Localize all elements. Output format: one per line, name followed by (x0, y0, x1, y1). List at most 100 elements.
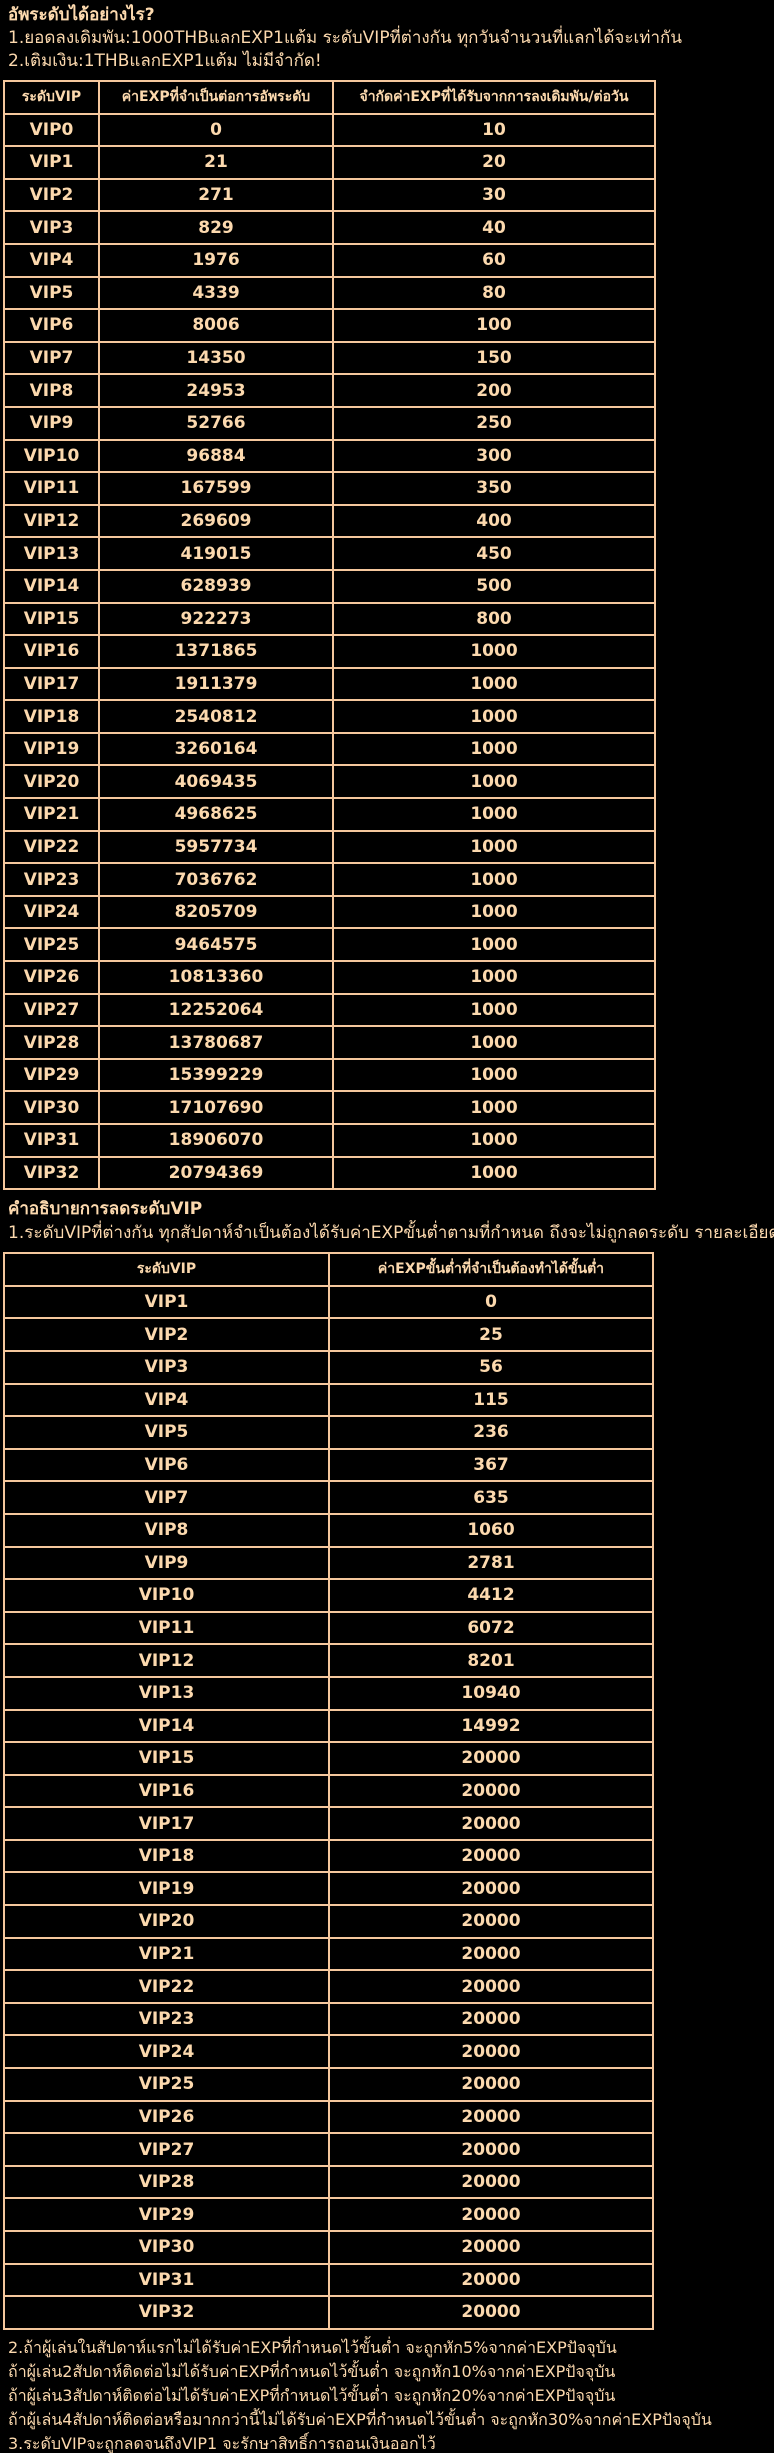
table-row: VIP28 13780687 1000 (3, 1025, 656, 1060)
table-cell: 1976 (98, 242, 334, 278)
table-row: VIP31 18906070 1000 (3, 1123, 656, 1158)
table-row: VIP7 14350 150 (3, 340, 656, 376)
table-cell: VIP18 (3, 699, 100, 734)
table-cell: VIP30 (3, 2230, 330, 2265)
table-row: VIP24 8205709 1000 (3, 894, 656, 930)
table-cell: VIP1 (3, 145, 100, 180)
table-cell: 4968625 (98, 797, 334, 832)
table-cell: 115 (328, 1382, 654, 1418)
table-row: VIP30 20000 (3, 2230, 654, 2265)
table-cell: VIP22 (3, 829, 100, 865)
table-cell: 1000 (332, 829, 656, 865)
table-cell: VIP32 (3, 1155, 100, 1191)
footer-line-5: 3.ระดับVIPจะถูกลดจนถึงVIP1 จะรักษาสิทธิ์… (8, 2433, 436, 2453)
column-header: ระดับVIP (3, 80, 100, 115)
table-cell: 20000 (328, 1838, 654, 1874)
table-cell: VIP15 (3, 1741, 330, 1776)
table-cell: VIP30 (3, 1090, 100, 1125)
intro-line-1: 1.ยอดลงเดิมพัน:1000THBแลกEXP1แต้ม ระดับV… (8, 28, 682, 48)
table-cell: 1000 (332, 960, 656, 995)
table-cell: VIP11 (3, 1610, 330, 1646)
table-row: VIP27 12252064 1000 (3, 992, 656, 1028)
table-row: VIP14 14992 (3, 1708, 654, 1744)
table-cell: 1000 (332, 731, 656, 767)
table-cell: VIP4 (3, 1382, 330, 1418)
table-row: VIP10 96884 300 (3, 438, 656, 474)
downgrade-section: คำอธิบายการลดระดับVIP 1.ระดับVIPที่ต่างก… (0, 1190, 774, 1245)
column-header: ค่าEXPขั้นต่ำที่จำเป็นต้องทำได้ขั้นต่ำ (328, 1252, 654, 1287)
table-cell: 20000 (328, 2034, 654, 2070)
downgrade-line-1: 1.ระดับVIPที่ต่างกัน ทุกสัปดาห์จำเป็นต้อ… (8, 1223, 774, 1244)
table-cell: VIP22 (3, 1969, 330, 2004)
table-cell: 14350 (98, 340, 334, 376)
table-cell: 13780687 (98, 1025, 334, 1060)
table-row: VIP21 4968625 1000 (3, 797, 656, 832)
table-cell: VIP29 (3, 1057, 100, 1093)
table-cell: VIP10 (3, 438, 100, 474)
table-cell: 80 (332, 275, 656, 311)
table-cell: VIP17 (3, 666, 100, 702)
table-row: VIP1 0 (3, 1284, 654, 1320)
table-row: VIP6 8006 100 (3, 308, 656, 343)
table-cell: 4412 (328, 1578, 654, 1613)
table-row: VIP30 17107690 1000 (3, 1090, 656, 1125)
table-cell: VIP19 (3, 1871, 330, 1907)
section-title-downgrade: คำอธิบายการลดระดับVIP (8, 1199, 203, 1220)
table-row: VIP12 8201 (3, 1643, 654, 1678)
table-cell: 56 (328, 1349, 654, 1385)
table-cell: 20000 (328, 2164, 654, 2200)
table-cell: 635 (328, 1480, 654, 1515)
table-cell: VIP21 (3, 1936, 330, 1972)
table-row: VIP32 20000 (3, 2295, 654, 2330)
table-row: VIP28 20000 (3, 2164, 654, 2200)
table-row: VIP31 20000 (3, 2262, 654, 2298)
table-cell: 3260164 (98, 731, 334, 767)
table-cell: 17107690 (98, 1090, 334, 1125)
table-cell: VIP26 (3, 960, 100, 995)
table-row: VIP16 20000 (3, 1773, 654, 1809)
table-cell: VIP3 (3, 1349, 330, 1385)
table-cell: 2781 (328, 1545, 654, 1581)
table-row: VIP15 922273 800 (3, 601, 656, 637)
column-header: จำกัดค่าEXPที่ได้รับจากการลงเดิมพัน/ต่อว… (332, 80, 656, 115)
table-cell: VIP23 (3, 2001, 330, 2037)
table-cell: VIP14 (3, 1708, 330, 1744)
table-cell: 628939 (98, 568, 334, 604)
table-cell: 10 (332, 112, 656, 148)
table-cell: 1000 (332, 1123, 656, 1158)
table-row: VIP32 20794369 1000 (3, 1155, 656, 1191)
table-cell: 10813360 (98, 960, 334, 995)
table-row: VIP13 419015 450 (3, 536, 656, 571)
table-row: VIP29 20000 (3, 2197, 654, 2232)
header-row: ระดับVIP ค่าEXPที่จำเป็นต่อการอัพระดับ จำก… (3, 80, 656, 115)
table-cell: 1000 (332, 862, 656, 897)
table-cell: VIP27 (3, 992, 100, 1028)
table-row: VIP18 2540812 1000 (3, 699, 656, 734)
table-cell: 500 (332, 568, 656, 604)
table-row: VIP2 25 (3, 1317, 654, 1352)
table-cell: 9464575 (98, 927, 334, 963)
vip-upgrade-table: ระดับVIP ค่าEXPที่จำเป็นต่อการอัพระดับ จำก… (3, 80, 656, 1191)
table-cell: 1371865 (98, 634, 334, 669)
table-cell: 350 (332, 471, 656, 506)
table-cell: 20000 (328, 2067, 654, 2102)
table-cell: 1000 (332, 894, 656, 930)
table-row: VIP22 5957734 1000 (3, 829, 656, 865)
table-cell: 8201 (328, 1643, 654, 1678)
table-cell: VIP16 (3, 1773, 330, 1809)
table-cell: VIP12 (3, 1643, 330, 1678)
table-cell: 1000 (332, 764, 656, 800)
table-cell: 1060 (328, 1512, 654, 1548)
downgrade-penalty-notes: 2.ถ้าผู้เล่นในสัปดาห์แรกไม่ได้รับค่าEXPท… (0, 2330, 774, 2453)
table-cell: 20000 (328, 2099, 654, 2135)
table-cell: VIP5 (3, 275, 100, 311)
table-cell: 1000 (332, 1057, 656, 1093)
table-row: VIP9 52766 250 (3, 405, 656, 441)
table-row: VIP8 1060 (3, 1512, 654, 1548)
table-row: VIP12 269609 400 (3, 503, 656, 539)
table-cell: 236 (328, 1415, 654, 1450)
table-row: VIP22 20000 (3, 1969, 654, 2004)
table-cell: VIP3 (3, 210, 100, 245)
table-row: VIP11 6072 (3, 1610, 654, 1646)
table-cell: VIP6 (3, 1447, 330, 1483)
